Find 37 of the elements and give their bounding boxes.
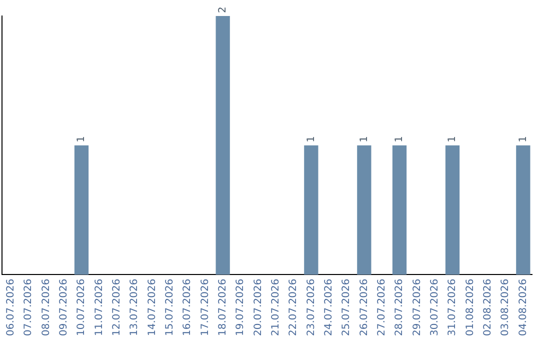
x-tick-label: 23.07.2026 xyxy=(306,278,317,336)
x-tick-label: 15.07.2026 xyxy=(164,278,176,336)
x-tick-label: 14.07.2026 xyxy=(146,278,158,336)
x-tick-label: 22.07.2026 xyxy=(288,278,300,336)
x-tick-label: 13.07.2026 xyxy=(129,278,140,336)
x-tick-label: 31.07.2026 xyxy=(447,278,458,336)
data-label: 1 xyxy=(306,136,317,142)
x-tick-label: 10.07.2026 xyxy=(76,278,88,336)
x-tick-label: 29.07.2026 xyxy=(412,278,423,336)
data-label: 2 xyxy=(217,6,228,13)
data-label: 1 xyxy=(394,136,406,142)
data-label: 1 xyxy=(358,136,370,142)
x-tick-label: 21.07.2026 xyxy=(270,278,282,336)
x-tick-label: 27.07.2026 xyxy=(376,278,388,336)
x-tick-label: 25.07.2026 xyxy=(341,278,352,336)
x-tick-label: 24.07.2026 xyxy=(323,278,334,336)
x-tick-label: 20.07.2026 xyxy=(252,278,264,336)
x-tick-label: 07.07.2026 xyxy=(23,278,34,336)
x-tick-label: 28.07.2026 xyxy=(394,278,406,336)
x-tick-label: 26.07.2026 xyxy=(358,278,370,336)
x-tick-label: 12.07.2026 xyxy=(111,278,122,336)
x-tick-label: 09.07.2026 xyxy=(58,278,70,336)
x-tick-label: 17.07.2026 xyxy=(200,278,211,336)
x-tick-label: 19.07.2026 xyxy=(235,278,246,336)
data-label: 1 xyxy=(518,136,529,142)
x-tick-label: 03.08.2026 xyxy=(500,278,512,336)
x-tick-label: 18.07.2026 xyxy=(217,278,228,336)
x-tick-label: 16.07.2026 xyxy=(182,278,194,336)
x-tick-label: 02.08.2026 xyxy=(482,278,494,336)
x-tick-label: 01.08.2026 xyxy=(464,278,476,336)
x-tick-label: 06.07.2026 xyxy=(5,278,16,336)
x-tick-label: 11.07.2026 xyxy=(94,278,105,336)
data-label: 1 xyxy=(76,136,88,142)
x-tick-label: 30.07.2026 xyxy=(429,278,440,336)
x-tick-label: 04.08.2026 xyxy=(518,278,529,336)
x-tick-label: 08.07.2026 xyxy=(40,278,52,336)
data-label: 1 xyxy=(447,136,458,142)
